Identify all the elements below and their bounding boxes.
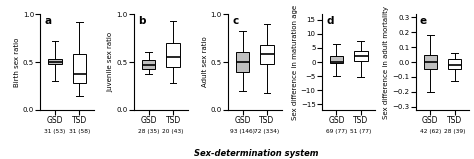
PathPatch shape bbox=[330, 56, 343, 63]
Text: 31 (58): 31 (58) bbox=[69, 129, 90, 134]
PathPatch shape bbox=[73, 54, 86, 83]
PathPatch shape bbox=[424, 55, 437, 69]
Text: 42 (62): 42 (62) bbox=[419, 129, 441, 134]
Y-axis label: Juvenile sex ratio: Juvenile sex ratio bbox=[108, 32, 114, 92]
Text: 72 (334): 72 (334) bbox=[255, 129, 280, 134]
Text: 28 (39): 28 (39) bbox=[444, 129, 465, 134]
PathPatch shape bbox=[236, 52, 249, 72]
Y-axis label: Adult sex ratio: Adult sex ratio bbox=[201, 37, 208, 87]
Text: 31 (53): 31 (53) bbox=[44, 129, 65, 134]
PathPatch shape bbox=[142, 60, 155, 69]
PathPatch shape bbox=[48, 59, 62, 64]
Text: Sex-determination system: Sex-determination system bbox=[194, 149, 318, 158]
Text: 28 (35): 28 (35) bbox=[138, 129, 160, 134]
Text: c: c bbox=[232, 16, 238, 26]
Text: 93 (146): 93 (146) bbox=[230, 129, 255, 134]
Y-axis label: Sex difference in adult mortality: Sex difference in adult mortality bbox=[383, 6, 390, 118]
Y-axis label: Sex difference in maturation age: Sex difference in maturation age bbox=[292, 4, 298, 120]
Text: 69 (77): 69 (77) bbox=[326, 129, 347, 134]
Text: e: e bbox=[420, 16, 427, 26]
Text: a: a bbox=[45, 16, 52, 26]
PathPatch shape bbox=[260, 45, 273, 64]
Text: b: b bbox=[138, 16, 146, 26]
PathPatch shape bbox=[166, 43, 180, 67]
Text: d: d bbox=[326, 16, 334, 26]
PathPatch shape bbox=[354, 51, 367, 61]
Text: 51 (77): 51 (77) bbox=[350, 129, 372, 134]
Text: 20 (43): 20 (43) bbox=[163, 129, 184, 134]
Y-axis label: Birth sex ratio: Birth sex ratio bbox=[14, 37, 20, 87]
PathPatch shape bbox=[448, 59, 461, 69]
